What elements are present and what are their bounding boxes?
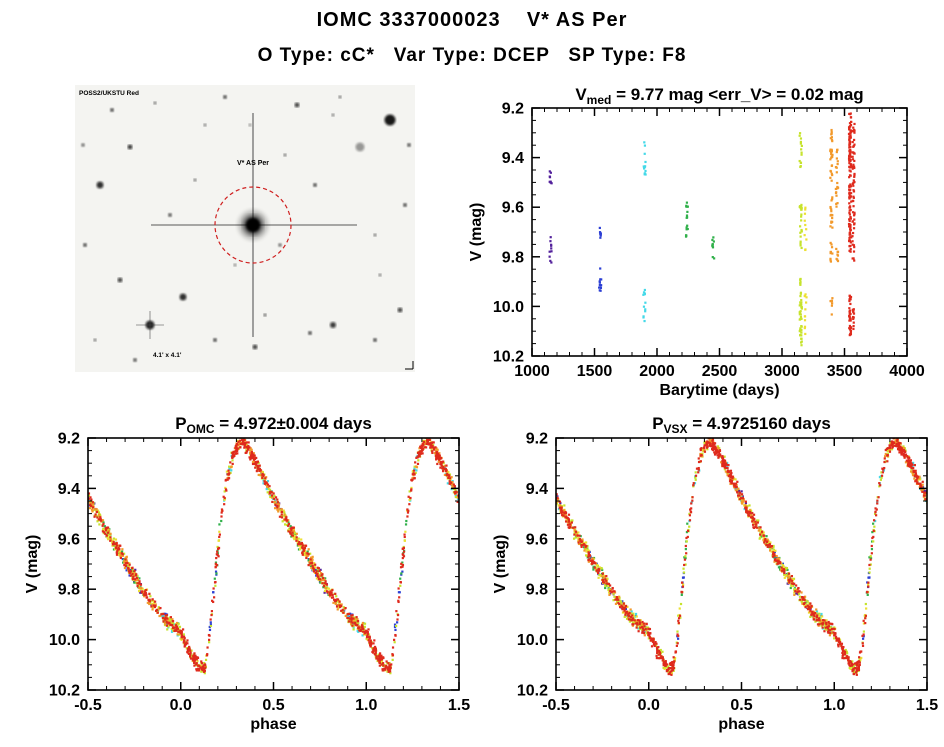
svg-text:phase: phase [250, 716, 296, 733]
svg-text:9.6: 9.6 [502, 200, 524, 217]
svg-text:9.8: 9.8 [526, 582, 548, 599]
svg-text:0.0: 0.0 [638, 697, 660, 714]
svg-text:phase: phase [718, 716, 764, 733]
svg-text:3000: 3000 [764, 363, 800, 380]
svg-text:2500: 2500 [702, 363, 738, 380]
svg-text:PVSX = 4.9725160 days: PVSX = 4.9725160 days [652, 414, 831, 436]
svg-text:V (mag): V (mag) [24, 535, 41, 594]
barytime-lightcurve-chart: 1000 1500 2000 2500 3000 3500 4000 9.2 9.4 9.6 9.8… [468, 85, 925, 399]
svg-text:Vmed = 9.77 mag <err_V> = 0.02: Vmed = 9.77 mag <err_V> = 0.02 mag [575, 85, 863, 107]
page-title: IOMC 3337000023 V* AS Per [316, 9, 628, 31]
svg-text:10.2: 10.2 [517, 683, 548, 700]
svg-text:-0.5: -0.5 [74, 697, 102, 714]
svg-text:0.5: 0.5 [262, 697, 284, 714]
finder-chart-image: V* AS Per POSS2/UKSTU Red 4.1' x 4.1' [75, 85, 415, 372]
svg-text:9.4: 9.4 [58, 481, 80, 498]
svg-text:9.4: 9.4 [502, 150, 524, 167]
svg-text:V (mag): V (mag) [492, 535, 509, 594]
svg-text:9.6: 9.6 [526, 531, 548, 548]
svg-text:1.5: 1.5 [448, 697, 470, 714]
phase-folded-chart-vsx: -0.5 0.0 0.5 1.0 1.5 9.2 9.4 9.6 9.8 10.0 10.2 PVSX… [492, 414, 938, 733]
svg-text:10.2: 10.2 [493, 349, 524, 366]
svg-text:9.2: 9.2 [526, 431, 548, 448]
svg-text:1.0: 1.0 [355, 697, 377, 714]
phase-folded-chart-omc: -0.5 0.0 0.5 1.0 1.5 9.2 9.4 9.6 9.8 10.0 10.2 POMC… [24, 414, 470, 733]
svg-text:Barytime (days): Barytime (days) [659, 382, 779, 399]
svg-text:0.5: 0.5 [730, 697, 752, 714]
svg-text:10.2: 10.2 [49, 683, 80, 700]
svg-text:1.0: 1.0 [823, 697, 845, 714]
svg-text:2000: 2000 [639, 363, 675, 380]
svg-text:4.1' x 4.1': 4.1' x 4.1' [153, 352, 182, 359]
svg-text:-0.5: -0.5 [542, 697, 570, 714]
svg-text:9.8: 9.8 [502, 249, 524, 266]
svg-text:3500: 3500 [827, 363, 863, 380]
svg-text:V* AS Per: V* AS Per [237, 160, 269, 167]
svg-text:1000: 1000 [514, 363, 550, 380]
svg-text:POMC = 4.972±0.004 days: POMC = 4.972±0.004 days [175, 414, 372, 436]
svg-text:10.0: 10.0 [517, 632, 548, 649]
svg-text:9.8: 9.8 [58, 582, 80, 599]
svg-text:10.0: 10.0 [49, 632, 80, 649]
svg-text:9.2: 9.2 [58, 431, 80, 448]
page-subtitle: O Type: cC* Var Type: DCEP SP Type: F8 [257, 45, 687, 66]
svg-text:0.0: 0.0 [170, 697, 192, 714]
svg-text:9.6: 9.6 [58, 531, 80, 548]
svg-text:9.2: 9.2 [502, 101, 524, 118]
svg-text:4000: 4000 [889, 363, 925, 380]
svg-text:POSS2/UKSTU Red: POSS2/UKSTU Red [79, 90, 139, 97]
svg-text:V (mag): V (mag) [468, 203, 485, 262]
svg-text:1.5: 1.5 [916, 697, 938, 714]
svg-text:10.0: 10.0 [493, 299, 524, 316]
svg-text:1500: 1500 [577, 363, 613, 380]
svg-text:9.4: 9.4 [526, 481, 548, 498]
